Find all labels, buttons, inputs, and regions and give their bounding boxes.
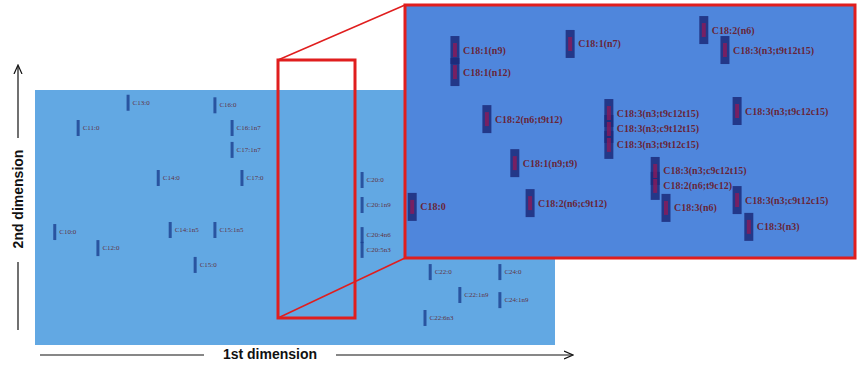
svg-text:C14:0: C14:0 xyxy=(163,174,181,182)
svg-text:C24:1n9: C24:1n9 xyxy=(504,296,529,304)
svg-text:C10:0: C10:0 xyxy=(59,228,77,236)
svg-text:C18:3(n3;t9c12c15): C18:3(n3;t9c12c15) xyxy=(745,106,828,118)
svg-text:C18:3(n3;c9c12t15): C18:3(n3;c9c12t15) xyxy=(663,165,746,177)
html-text:2nd dimension: 2nd dimension xyxy=(10,149,26,249)
svg-text:C18:0: C18:0 xyxy=(420,201,446,212)
svg-text:C17:1n7: C17:1n7 xyxy=(237,146,262,154)
svg-text:C18:3(n3;c9t12c15): C18:3(n3;c9t12c15) xyxy=(745,195,828,207)
svg-text:C18:1(n12): C18:1(n12) xyxy=(463,67,511,79)
svg-text:C22:0: C22:0 xyxy=(435,268,453,276)
svg-text:C18:1(n9): C18:1(n9) xyxy=(463,45,506,57)
svg-text:C20:1n9: C20:1n9 xyxy=(367,201,392,209)
svg-text:C20:4n6: C20:4n6 xyxy=(367,231,392,239)
svg-text:C22:1n9: C22:1n9 xyxy=(464,291,489,299)
svg-text:C18:2(n6;t9t12): C18:2(n6;t9t12) xyxy=(495,114,563,126)
svg-text:C18:3(n3;c9t12t15): C18:3(n3;c9t12t15) xyxy=(617,123,699,135)
svg-text:C24:0: C24:0 xyxy=(504,268,522,276)
svg-text:C15:1n5: C15:1n5 xyxy=(219,226,244,234)
svg-text:C17:0: C17:0 xyxy=(246,174,264,182)
svg-text:C18:2(n6;c9t12): C18:2(n6;c9t12) xyxy=(538,198,607,210)
svg-text:C12:0: C12:0 xyxy=(102,244,120,252)
svg-text:C22:6n3: C22:6n3 xyxy=(430,314,455,322)
svg-text:C20:0: C20:0 xyxy=(367,176,385,184)
svg-text:C14:1n5: C14:1n5 xyxy=(175,226,200,234)
svg-text:C18:1(n9;t9): C18:1(n9;t9) xyxy=(523,158,577,170)
svg-text:C11:0: C11:0 xyxy=(83,124,100,132)
svg-text:C18:3(n3;t9t12t15): C18:3(n3;t9t12t15) xyxy=(733,45,814,57)
svg-text:C18:3(n3): C18:3(n3) xyxy=(757,221,800,233)
svg-text:C13:0: C13:0 xyxy=(133,99,151,107)
svg-text:C18:3(n6): C18:3(n6) xyxy=(674,202,717,214)
svg-text:C18:2(n6): C18:2(n6) xyxy=(712,25,755,37)
svg-text:C18:3(n3;t9c12t15): C18:3(n3;t9c12t15) xyxy=(617,108,699,120)
svg-text:C16:0: C16:0 xyxy=(219,101,237,109)
svg-text:C16:1n7: C16:1n7 xyxy=(237,124,262,132)
svg-text:C18:1(n7): C18:1(n7) xyxy=(578,38,621,50)
svg-text:C18:3(n3;t9t12c15): C18:3(n3;t9t12c15) xyxy=(617,139,699,151)
svg-text:C15:0: C15:0 xyxy=(200,261,218,269)
html-text:1st dimension: 1st dimension xyxy=(222,346,318,362)
svg-text:C20:5n3: C20:5n3 xyxy=(367,246,392,254)
svg-text:C18:2(n6;t9c12): C18:2(n6;t9c12) xyxy=(663,180,732,192)
